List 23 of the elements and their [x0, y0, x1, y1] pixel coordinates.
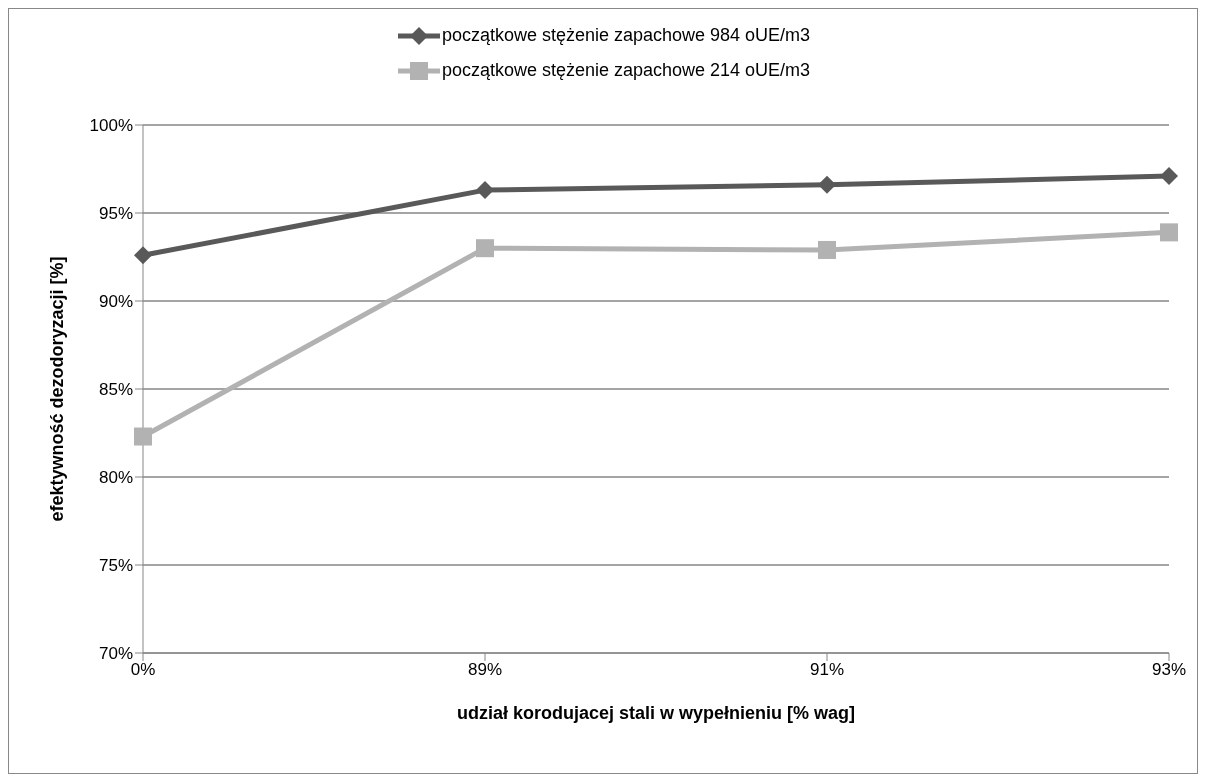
point: [134, 246, 152, 265]
point: [818, 175, 836, 194]
y-tick-label: 85%: [98, 380, 133, 400]
point: [476, 181, 494, 200]
y-tick-label: 75%: [98, 556, 133, 576]
point: [134, 427, 152, 446]
x-tick-label: 89%: [467, 660, 503, 680]
point: [1160, 167, 1178, 186]
point: [1160, 223, 1178, 242]
y-tick-label: 90%: [98, 292, 133, 312]
y-tick-label: 95%: [98, 204, 133, 224]
x-tick-label: 91%: [809, 660, 845, 680]
y-axis-title: efektywność dezodoryzacji [%]: [47, 256, 68, 522]
point: [476, 239, 494, 258]
y-tick-label: 70%: [98, 644, 133, 664]
x-axis-title: udział korodujacej stali w wypełnieniu [% wag]: [456, 703, 856, 723]
x-tick-label: 0%: [130, 660, 156, 680]
y-tick-label: 100%: [89, 116, 133, 136]
legend-label: początkowe stężenie zapachowe 984 oUE/m3: [441, 25, 811, 46]
point: [818, 240, 836, 259]
x-tick-label: 93%: [1151, 660, 1187, 680]
y-tick-label: 80%: [98, 468, 133, 488]
legend-label: początkowe stężenie zapachowe 214 oUE/m3: [441, 60, 811, 81]
